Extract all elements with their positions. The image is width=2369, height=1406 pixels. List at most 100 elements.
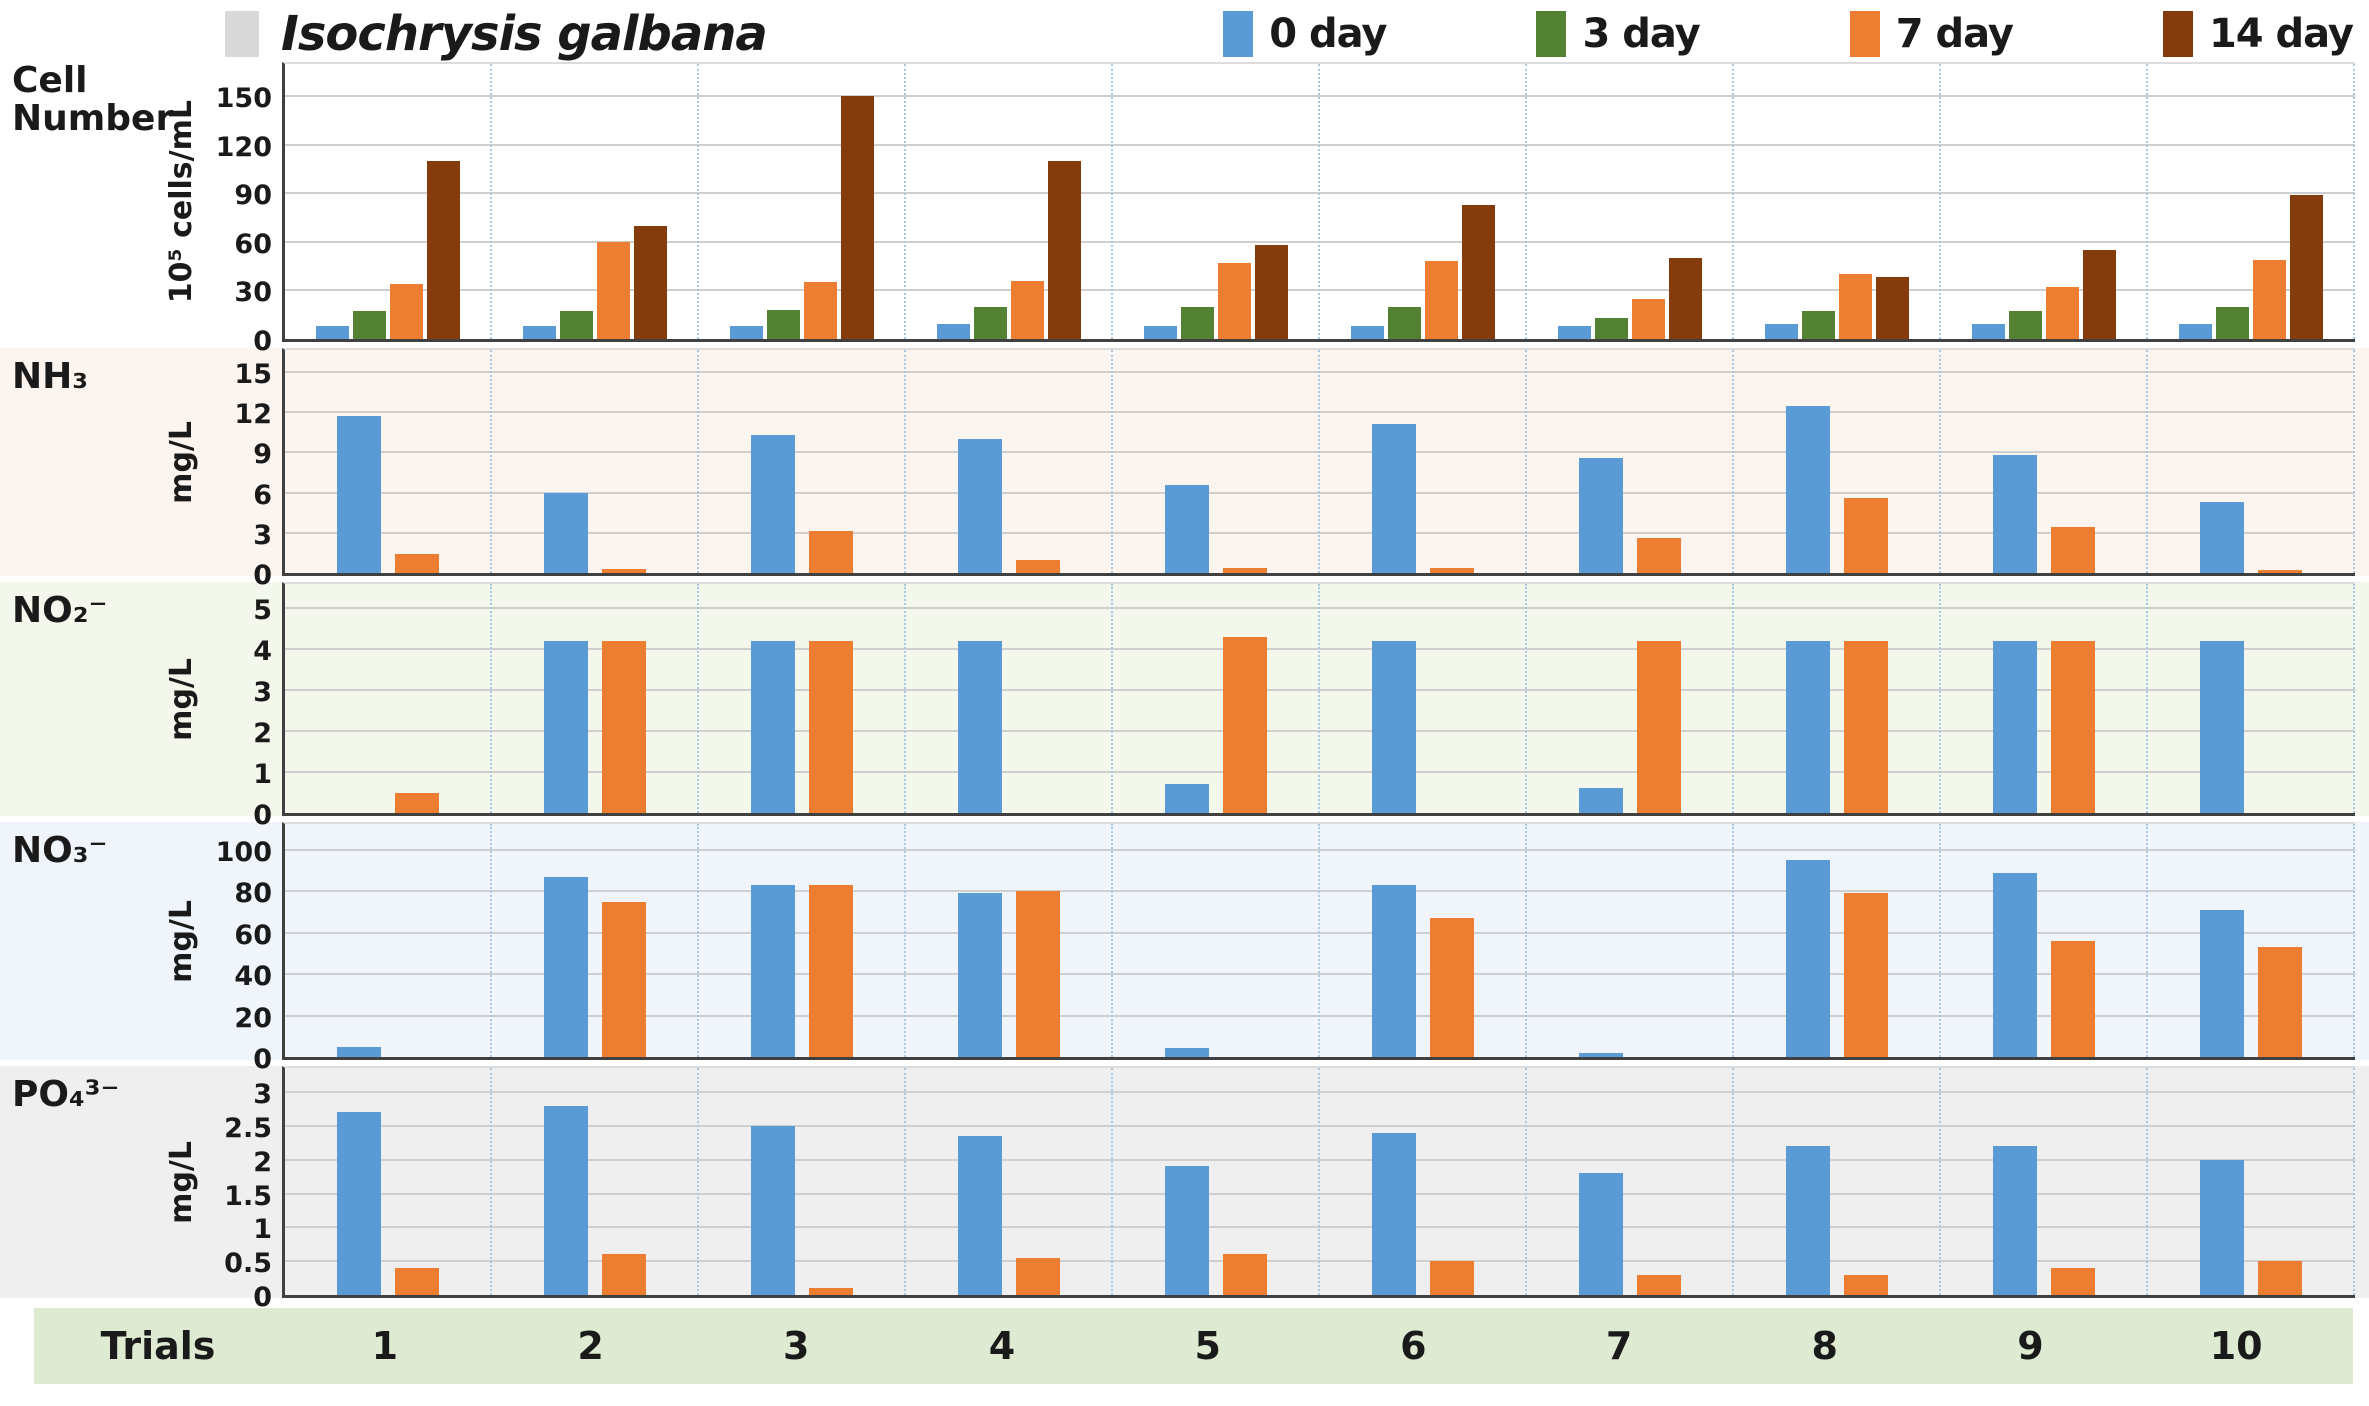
trial-column-8	[1732, 64, 1939, 339]
bar-7day-trial-5	[1217, 262, 1251, 339]
y-tick-label: 20	[234, 1002, 272, 1034]
bar-3day-trial-2	[559, 311, 593, 339]
legend-item-0day: 0 day	[1223, 11, 1387, 57]
bar-0day-trial-8	[1785, 640, 1830, 813]
bar-group	[1164, 824, 1267, 1057]
nh3-plot	[282, 348, 2355, 576]
no3-plot	[282, 822, 2355, 1060]
bar-group	[315, 64, 460, 339]
bar-group	[1350, 64, 1495, 339]
bar-7day-trial-8	[1843, 640, 1888, 813]
gridline	[285, 240, 2355, 243]
trial-column-6	[1318, 824, 1525, 1057]
trials-cells: 1 2 3 4 5 6 7 8 9 10	[282, 1324, 2339, 1368]
bar-0day-trial-3	[750, 640, 795, 813]
bar-layer	[285, 350, 2355, 573]
bar-0day-trial-2	[543, 1105, 588, 1295]
panel-title-cell-number: Cell Number	[12, 60, 174, 139]
bar-group	[750, 350, 853, 573]
y-tick-label: 150	[215, 83, 272, 114]
bar-7day-trial-9	[2050, 640, 2095, 813]
gridline	[285, 531, 2355, 534]
bar-group	[750, 584, 853, 813]
trial-column-8	[1732, 1068, 1939, 1295]
bar-0day-trial-9	[1992, 640, 2037, 813]
trial-column-9	[1939, 350, 2146, 573]
bar-group	[957, 1068, 1060, 1295]
bar-0day-trial-5	[1164, 484, 1209, 573]
gridline	[285, 849, 2355, 851]
legend-label-3day: 3 day	[1582, 11, 1700, 57]
bar-0day-trial-7	[1557, 326, 1591, 339]
bar-0day-trial-1	[336, 416, 381, 573]
bar-7day-trial-10	[2257, 1261, 2302, 1295]
bar-group	[2199, 350, 2302, 573]
bar-group	[1143, 64, 1288, 339]
trial-number-1: 1	[371, 1324, 399, 1368]
bar-0day-trial-7	[1578, 788, 1623, 813]
y-tick-label: 15	[234, 359, 272, 390]
bar-group	[1992, 824, 2095, 1057]
bar-0day-trial-10	[2178, 324, 2212, 339]
bar-group	[1578, 350, 1681, 573]
legend-swatch-3day	[1536, 11, 1567, 57]
legend-swatch-7day	[1849, 11, 1880, 57]
bar-7day-trial-2	[601, 640, 646, 813]
trial-column-9	[1939, 824, 2146, 1057]
bar-7day-trial-1	[394, 554, 439, 573]
trial-column-10	[2146, 1068, 2353, 1295]
bar-group	[957, 350, 1060, 573]
bar-0day-trial-5	[1143, 326, 1177, 339]
bar-0day-trial-3	[750, 885, 795, 1057]
bar-7day-trial-4	[1015, 559, 1060, 573]
y-tick-label: 2	[253, 1146, 272, 1178]
y-axis-unit-po4: mg/L	[163, 1140, 199, 1224]
trial-column-8	[1732, 824, 1939, 1057]
bar-0day-trial-3	[750, 1125, 795, 1295]
trial-column-4	[904, 584, 1111, 813]
bar-group	[543, 824, 646, 1057]
bar-7day-trial-1	[389, 283, 423, 339]
trial-column-2	[490, 584, 697, 813]
bar-3day-trial-6	[1387, 306, 1421, 339]
cell-number-plot	[282, 62, 2355, 342]
bar-0day-trial-4	[957, 1135, 1002, 1295]
trial-number-4: 4	[988, 1324, 1016, 1368]
trial-column-10	[2146, 64, 2353, 339]
bar-group	[337, 584, 439, 813]
bar-7day-trial-4	[1015, 1257, 1060, 1295]
trial-column-10	[2146, 350, 2353, 573]
bar-layer	[285, 64, 2355, 339]
bar-0day-trial-4	[957, 640, 1002, 813]
y-axis-unit-nh3: mg/L	[163, 420, 199, 504]
bar-group	[1992, 1068, 2095, 1295]
bar-0day-trial-2	[543, 492, 588, 573]
bar-7day-trial-2	[601, 568, 646, 573]
bar-7day-trial-9	[2045, 287, 2079, 339]
bar-group	[1785, 824, 1888, 1057]
bar-7day-trial-9	[2050, 527, 2095, 573]
bar-0day-trial-10	[2199, 501, 2244, 573]
bar-0day-trial-2	[543, 640, 588, 813]
gridline	[285, 607, 2355, 609]
trial-number-5: 5	[1194, 1324, 1221, 1368]
bar-7day-trial-5	[1222, 636, 1267, 813]
legend-title-group: Isochrysis galbana	[225, 6, 768, 62]
y-tick-label: 3	[253, 519, 272, 551]
bar-group	[1164, 350, 1267, 573]
bar-0day-trial-6	[1350, 326, 1384, 339]
bar-group	[729, 64, 874, 339]
gridline	[285, 95, 2355, 97]
bar-14day-trial-5	[1254, 245, 1288, 339]
bar-3day-trial-4	[973, 306, 1007, 339]
bar-group	[1371, 584, 1474, 813]
y-tick-label: 1	[253, 759, 272, 790]
bar-7day-trial-8	[1843, 497, 1888, 573]
trial-column-1	[285, 64, 490, 339]
bar-group	[2199, 1068, 2302, 1295]
bar-0day-trial-4	[957, 439, 1002, 573]
trial-number-9: 9	[2017, 1324, 2044, 1368]
bar-group	[1164, 1068, 1267, 1295]
bar-0day-trial-4	[957, 893, 1002, 1057]
